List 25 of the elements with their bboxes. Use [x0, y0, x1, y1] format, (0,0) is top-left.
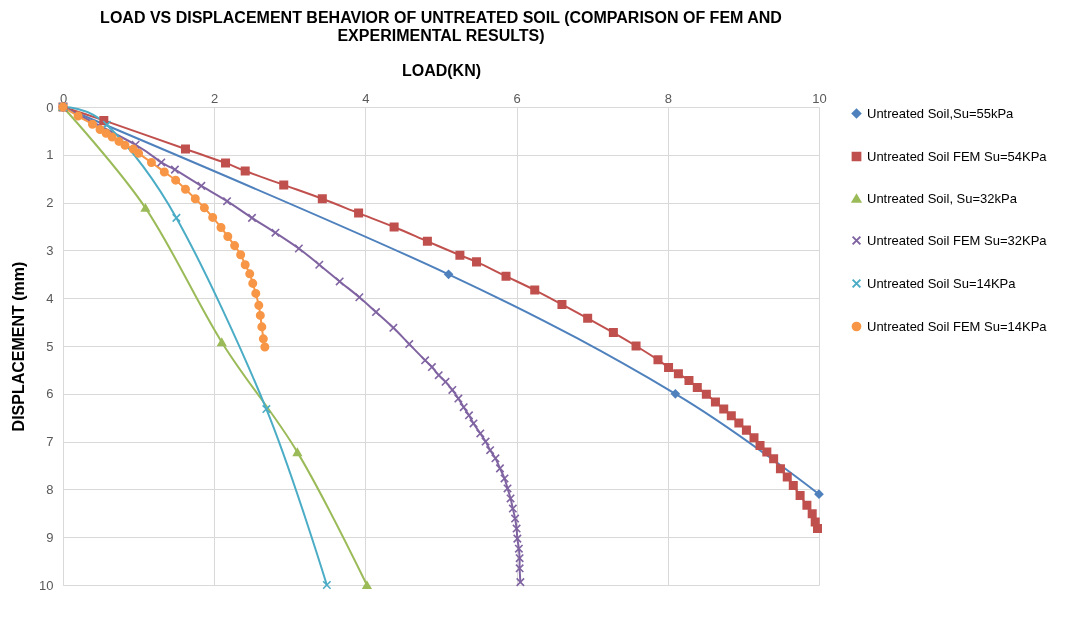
y-tick-label: 5	[46, 338, 54, 354]
legend-label: Untreated Soil FEM Su=14KPa	[867, 318, 1048, 334]
y-axis-title: DISPLACEMENT (mm)	[10, 261, 28, 432]
x-axis-title: LOAD(KN)	[401, 61, 482, 79]
x-tick-label: 8	[664, 90, 672, 106]
x-tick-label: 2	[211, 90, 219, 106]
y-tick-label: 1	[46, 147, 54, 163]
y-tick-label: 4	[46, 290, 54, 306]
x-tick-label: 6	[513, 90, 521, 106]
y-tick-label: 9	[46, 529, 54, 545]
x-tick-label: 4	[362, 90, 370, 106]
y-tick-label: 7	[46, 434, 54, 450]
legend-label: Untreated Soil Su=14KPa	[867, 275, 1017, 291]
y-tick-label: 10	[39, 577, 54, 593]
legend-label: Untreated Soil,Su=55kPa	[867, 105, 1015, 121]
y-tick-label: 8	[46, 481, 54, 497]
legend-label: Untreated Soil FEM Su=32KPa	[867, 232, 1048, 248]
x-tick-label: 0	[59, 90, 68, 106]
legend-label: Untreated Soil, Su=32kPa	[867, 190, 1018, 206]
legend-label: Untreated Soil FEM Su=54KPa	[867, 148, 1048, 164]
y-tick-label: 6	[46, 386, 54, 402]
y-tick-label: 3	[46, 242, 54, 258]
y-tick-label: 2	[46, 195, 54, 211]
x-tick-label: 10	[812, 90, 827, 106]
chart-title: LOAD VS DISPLACEMENT BEHAVIOR OF UNTREATED SOIL (COMPARISON OF FEM AND EXPERIMENTAL RESULTS)	[100, 9, 782, 44]
